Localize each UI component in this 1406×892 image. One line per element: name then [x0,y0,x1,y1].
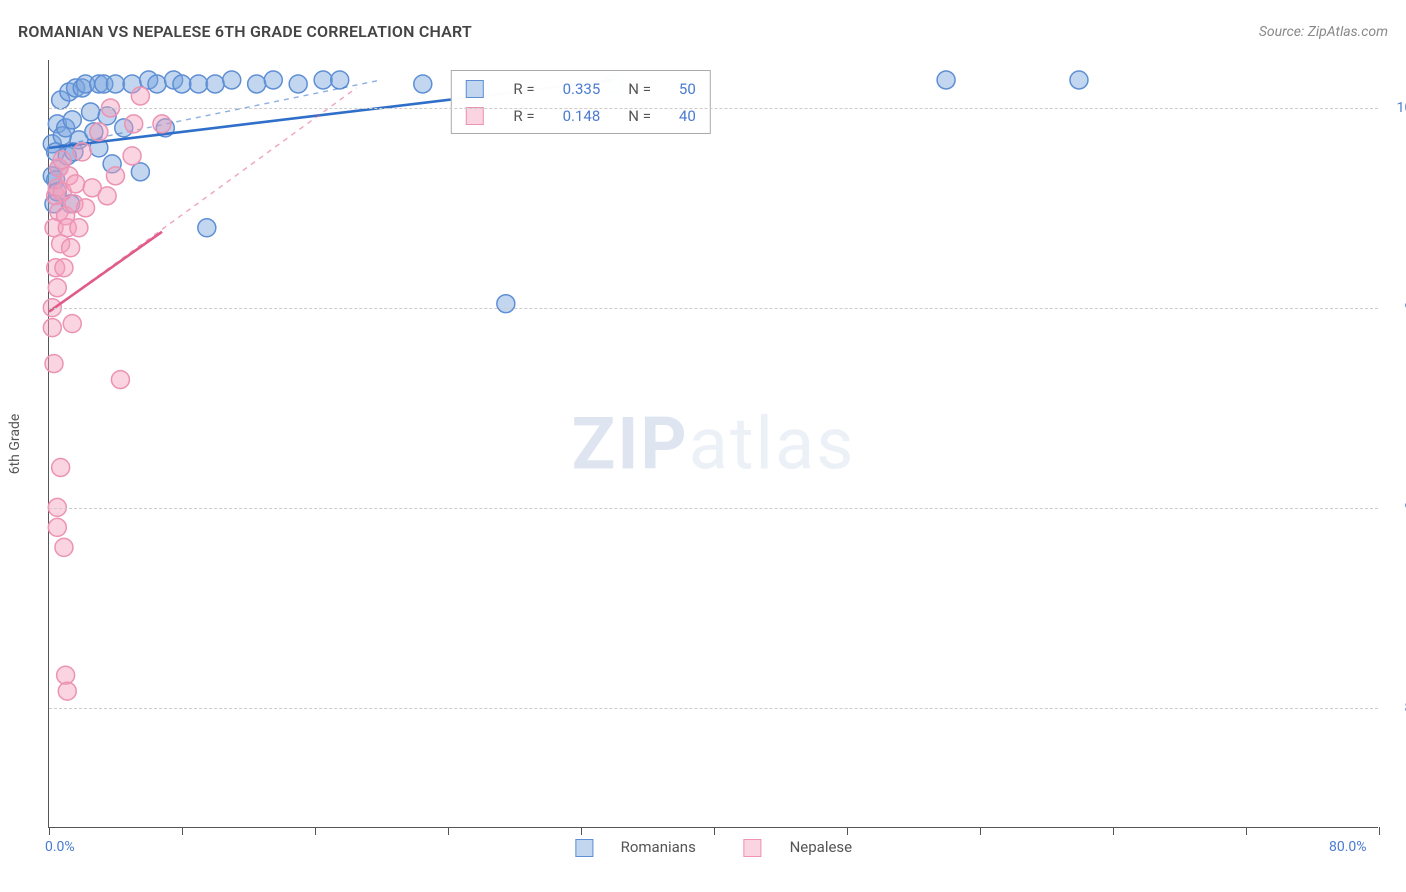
legend-series: Nepalese [732,838,864,856]
x-tick [714,827,715,835]
data-point [331,71,349,89]
data-point [111,371,129,389]
data-point [45,355,63,373]
legend-series-name: Romanians [621,838,696,856]
data-point [106,167,124,185]
data-point [289,75,307,93]
data-point [55,538,73,556]
gridline [49,308,1378,309]
gridline [49,708,1378,709]
data-point [67,175,85,193]
data-point [48,518,66,536]
legend-r-label: R = [499,102,548,129]
data-point [63,315,81,333]
x-tick [581,827,582,835]
legend-row: R =0.335N =50 [451,75,709,102]
data-point [190,75,208,93]
data-point [98,187,116,205]
gridline [49,508,1378,509]
data-point [223,71,241,89]
data-point [153,115,171,133]
data-point [206,75,224,93]
plot-area: 6th Grade ZIPatlas R =0.335N =50R =0.148… [48,60,1378,828]
data-point [55,259,73,277]
data-point [125,115,143,133]
source-label: Source: ZipAtlas.com [1259,24,1388,40]
x-tick [1113,827,1114,835]
y-tick-label: 100.0% [1397,100,1406,116]
legend-n-label: N = [614,102,665,129]
data-point [106,75,124,93]
x-tick [49,827,50,835]
data-point [937,71,955,89]
data-point [131,87,149,105]
chart-title: ROMANIAN VS NEPALESE 6TH GRADE CORRELATI… [18,22,472,41]
x-tick [448,827,449,835]
legend-swatch [575,839,593,857]
x-tick [980,827,981,835]
data-point [58,682,76,700]
legend-n-label: N = [614,75,665,102]
x-axis-end-label: 80.0% [1329,839,1367,855]
legend-swatch [465,80,483,98]
x-tick [182,827,183,835]
legend-series-name: Nepalese [790,838,853,856]
data-point [73,143,91,161]
legend-swatch [465,107,483,125]
data-point [62,239,80,257]
data-point [43,319,61,337]
correlation-legend: R =0.335N =50R =0.148N =40 [450,70,710,134]
y-axis-title: 6th Grade [7,413,23,474]
data-point [48,279,66,297]
data-point [414,75,432,93]
data-point [123,147,141,165]
data-point [148,75,166,93]
data-point [131,163,149,181]
chart-svg [49,60,1378,827]
legend-series: Romanians [563,838,708,856]
legend-r-value: 0.335 [549,75,615,102]
x-axis-end-label: 0.0% [45,839,75,855]
data-point [1070,71,1088,89]
x-tick [315,827,316,835]
x-tick [847,827,848,835]
data-point [173,75,191,93]
series-legend: Romanians Nepalese [551,838,876,857]
legend-r-label: R = [499,75,548,102]
data-point [248,75,266,93]
data-point [52,458,70,476]
x-tick [1246,827,1247,835]
legend-r-value: 0.148 [549,102,615,129]
data-point [77,199,95,217]
gridline [49,108,1378,109]
data-point [314,71,332,89]
legend-row: R =0.148N =40 [451,102,709,129]
data-point [90,123,108,141]
legend-n-value: 40 [665,102,710,129]
data-point [57,666,75,684]
data-point [70,219,88,237]
x-tick [1379,827,1380,835]
data-point [497,295,515,313]
legend-swatch [744,839,762,857]
data-point [63,111,81,129]
legend-n-value: 50 [665,75,710,102]
data-point [264,71,282,89]
data-point [82,103,100,121]
data-point [198,219,216,237]
